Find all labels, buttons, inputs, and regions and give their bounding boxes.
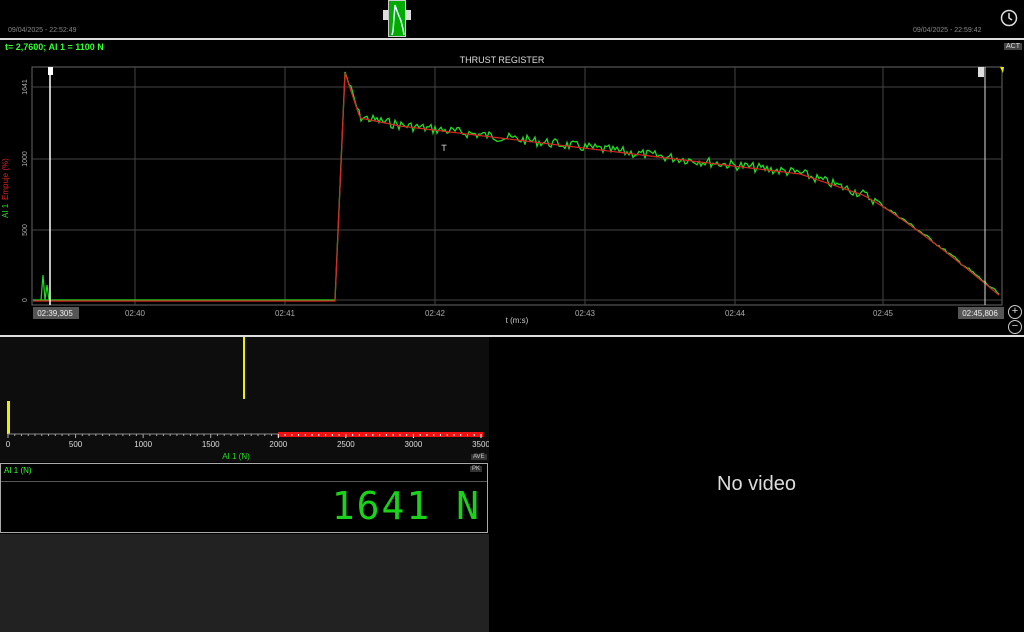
gauge-ticks: 0 500 1000 1500 2000 2500 3000 3500 [6, 434, 489, 449]
graph-panel[interactable]: THRUST REGISTER 0 500 1000 1641 02:39,305 02… [0, 40, 1024, 337]
gauge-tick-label: 1000 [134, 440, 152, 449]
gauge-alarm-range [278, 432, 483, 437]
video-panel[interactable]: No video [489, 337, 1024, 632]
zoom-out-button[interactable]: − [1008, 320, 1022, 334]
gauge-tick-label: 3500 [472, 440, 489, 449]
clock-icon[interactable] [1000, 9, 1018, 27]
overview-signal-thumbnail [391, 4, 405, 36]
x-tick-label: 02:45 [873, 309, 894, 318]
value-display-panel: AI 1 (N) PK 1641 N [0, 463, 488, 533]
x-axis-label: t (m:s) [506, 316, 529, 325]
overview-right-handle[interactable] [406, 10, 411, 20]
act-button[interactable]: ACT [1004, 43, 1022, 50]
mouse-cursor-icon: ⊤ [441, 143, 447, 154]
plot-curves [33, 71, 1000, 302]
gauge-axis-label: AI 1 (N) [222, 452, 250, 461]
filtered-signal-line [33, 72, 1000, 302]
x-tick-label: 02:40 [125, 309, 146, 318]
overview-left-handle[interactable] [383, 10, 388, 20]
y-axis-label-green: AI 1 [1, 203, 10, 218]
gauge-peak-marker [243, 337, 245, 399]
gauge-min-bar [7, 401, 10, 434]
zoom-in-button[interactable]: + [1008, 305, 1022, 319]
x-tick-label: 02:44 [725, 309, 746, 318]
gauge-tick-label: 1500 [202, 440, 220, 449]
right-cursor-arrow-icon [1000, 67, 1004, 73]
overview-timeline[interactable]: 09/04/2025 - 22:52:49 09/04/2025 - 22:59… [0, 0, 1024, 40]
x-tick-label: 02:42 [425, 309, 446, 318]
bar-gauge: 0 500 1000 1500 2000 2500 3000 3500 AI 1 (N) [6, 337, 489, 461]
y-tick-label: 500 [22, 224, 29, 236]
x-tick-label: 02:39,305 [37, 309, 73, 318]
peak-button[interactable]: PK [470, 466, 483, 472]
plot-grid [31, 66, 1003, 306]
ave-button[interactable]: AVE [471, 454, 487, 460]
gauge-tick-label: 2500 [337, 440, 355, 449]
overview-end-time: 09/04/2025 - 22:59:42 [913, 27, 982, 34]
gauge-tick-label: 3000 [405, 440, 423, 449]
overview-start-time: 09/04/2025 - 22:52:49 [8, 27, 77, 34]
y-axis-ticks: 0 500 1000 1641 [22, 79, 29, 302]
empty-panel [0, 534, 489, 632]
gauge-tick-label: 500 [69, 440, 83, 449]
current-value: 1641 N [331, 484, 481, 528]
y-axis-label-red: Empuje (%) [1, 158, 10, 200]
gauge-tick-label: 0 [6, 440, 11, 449]
no-video-message: No video [717, 473, 796, 495]
gauge-tick-label: 2000 [269, 440, 287, 449]
left-cursor-handle[interactable] [48, 67, 53, 75]
y-tick-label: 0 [22, 298, 29, 302]
x-tick-label: 02:41 [275, 309, 296, 318]
histogram-panel[interactable]: 0 500 1000 1500 2000 2500 3000 3500 AI 1 (N) AV… [0, 337, 489, 462]
value-title: AI 1 (N) [4, 466, 32, 475]
x-tick-label: 02:45,806 [962, 309, 998, 318]
cursor-readout: t= 2,7600; AI 1 = 1100 N [5, 42, 104, 52]
plot-title: THRUST REGISTER [460, 55, 545, 65]
value-divider [1, 481, 487, 482]
raw-signal-line [33, 71, 1000, 301]
y-tick-label: 1641 [22, 79, 29, 95]
right-cursor-handle[interactable] [978, 67, 984, 77]
x-axis-ticks: 02:39,305 02:40 02:41 02:42 02:43 02:44 02:45 0… [33, 307, 1004, 319]
y-tick-label: 1000 [22, 151, 29, 167]
overview-selection-window[interactable] [388, 0, 406, 37]
x-tick-label: 02:43 [575, 309, 596, 318]
